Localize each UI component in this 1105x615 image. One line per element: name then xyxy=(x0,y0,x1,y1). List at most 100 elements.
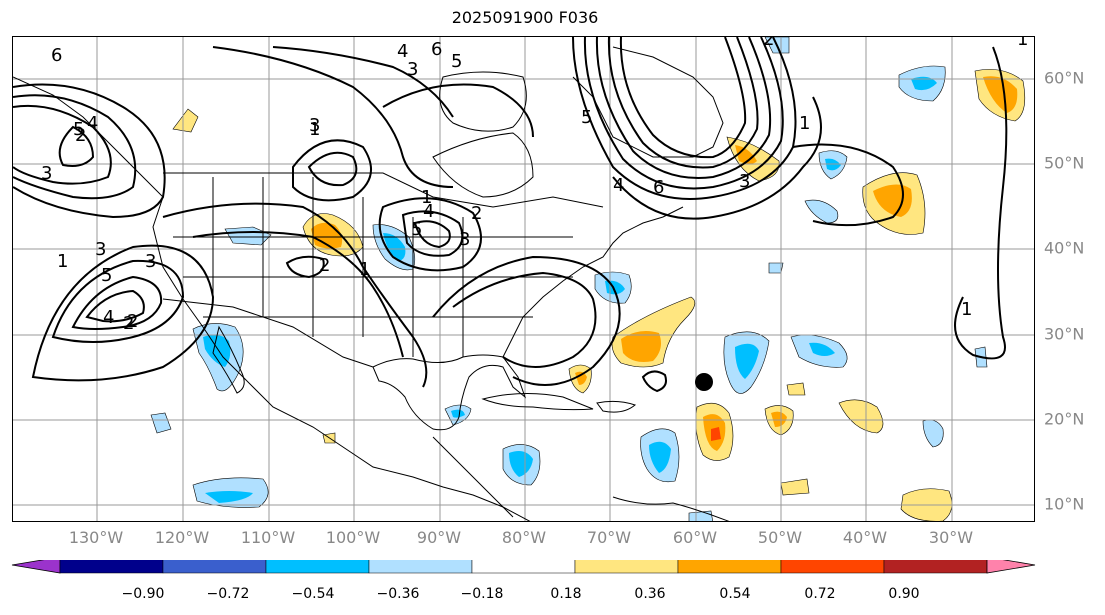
lat-label: 60°N xyxy=(1044,68,1085,88)
contour-label: 1 xyxy=(961,299,972,320)
contour-label: 4 xyxy=(613,175,624,196)
contour-pacific-high-3 xyxy=(71,275,163,330)
lon-label: 40°W xyxy=(842,528,888,547)
mexico-us-border xyxy=(162,298,374,368)
lat-label: 10°N xyxy=(1044,494,1085,514)
contour-label: 1 xyxy=(359,259,370,280)
contour-label: 1 xyxy=(57,251,68,272)
contour-label: 5 xyxy=(581,107,592,128)
shade-great-lakes-cool-core xyxy=(383,233,406,261)
graticule xyxy=(13,37,1034,521)
colorbar-label: 0.18 xyxy=(550,586,582,602)
contour-alaska-4 xyxy=(58,125,95,167)
shade-east-cool-3 xyxy=(922,419,944,448)
contour-atlantic-1 xyxy=(792,143,904,227)
shade-atlantic-warm-2-core xyxy=(771,411,787,427)
colorbar-label: 0.54 xyxy=(719,586,751,602)
contour-label: 2 xyxy=(319,255,330,276)
shade-iceland-cool-core xyxy=(911,76,937,91)
contour-label-group: 6 5 4 3 2 1 6 5 4 3 3 2 1 3 5 4 3 2 1 5 xyxy=(41,37,1028,334)
contour-labrador-4 xyxy=(607,37,759,169)
colorbar-label: −0.36 xyxy=(376,586,420,602)
shade-atlantic-cool-1-core xyxy=(735,343,759,379)
contour-label: 5 xyxy=(101,265,112,286)
colorbar-label: 0.90 xyxy=(888,586,920,602)
shade-north-atlantic-cool-2 xyxy=(804,199,839,224)
lat-label: 40°N xyxy=(1044,238,1085,258)
colorbar-segments xyxy=(59,560,988,574)
gulf-coast xyxy=(372,354,527,431)
contour-label: 2 xyxy=(127,311,138,332)
colorbar-over-arrow xyxy=(986,560,1036,574)
contour-plains-trough-1 xyxy=(162,202,428,388)
lon-label: 60°W xyxy=(672,528,718,547)
contour-label: 3 xyxy=(739,171,750,192)
shade-pacific-small-cool xyxy=(150,412,172,434)
colorbar-under-arrow xyxy=(11,560,61,574)
chart-title: 2025091900 F036 xyxy=(451,8,599,27)
shade-rockies-cool xyxy=(224,226,272,246)
shade-caribbean-cool-1-core xyxy=(649,441,671,473)
contour-alaska-3 xyxy=(13,104,112,185)
contour-alaska-2 xyxy=(13,94,137,200)
contour-east-ridge-1 xyxy=(432,255,621,386)
contour-newfoundland-1 xyxy=(612,96,822,220)
contour-labrador-3 xyxy=(595,37,772,179)
contour-label: 3 xyxy=(309,115,320,136)
shade-bahamas-warm-core xyxy=(575,371,587,385)
lon-label: 50°W xyxy=(757,528,803,547)
contour-canada-2 xyxy=(272,46,454,118)
lon-label: 30°W xyxy=(928,528,974,547)
lon-label: 90°W xyxy=(416,528,462,547)
colorbar-segment xyxy=(59,560,164,574)
contour-label: 3 xyxy=(41,163,52,184)
colorbar-segment xyxy=(265,560,370,574)
contour-label: 5 xyxy=(411,219,422,240)
contour-lines xyxy=(13,37,1008,393)
contour-label: 2 xyxy=(75,125,86,146)
contour-midwest-low-1 xyxy=(292,139,372,202)
contour-label: 3 xyxy=(407,59,418,80)
contour-pacific-high-1 xyxy=(31,244,215,382)
contour-midwest-low-2 xyxy=(307,151,358,187)
lon-label: 130°W xyxy=(68,528,124,547)
contour-label: 5 xyxy=(73,119,84,140)
contour-label: 1 xyxy=(421,187,432,208)
shade-east-warm-core xyxy=(983,76,1018,113)
colorbar-label: −0.54 xyxy=(291,586,335,602)
contour-label: 3 xyxy=(145,251,156,272)
hudson-bay xyxy=(439,71,527,132)
greenland-labrador xyxy=(572,46,724,158)
colorbar-segment xyxy=(780,560,885,574)
contour-pacific-high-4 xyxy=(85,289,145,323)
colorbar-segment xyxy=(883,560,988,574)
lat-label: 20°N xyxy=(1044,409,1085,429)
central-america xyxy=(432,436,514,518)
shade-caribbean-cool-2-core xyxy=(509,451,533,477)
contour-great-lakes-2 xyxy=(401,210,464,257)
contour-caribbean-1 xyxy=(641,370,667,393)
contour-east-ridge-2 xyxy=(452,271,597,368)
shade-small-warm-1 xyxy=(780,478,810,496)
map-canvas: 6 5 4 3 2 1 6 5 4 3 3 2 1 3 5 4 3 2 1 5 xyxy=(13,37,1034,521)
shade-greenland-warm-core xyxy=(735,145,757,164)
contour-labrador-2 xyxy=(583,37,784,190)
colorbar-label: −0.72 xyxy=(206,586,250,602)
contour-pacific-high-2 xyxy=(51,259,185,343)
contour-alaska-1 xyxy=(13,83,166,219)
shade-pacific-nw xyxy=(172,108,199,133)
colorbar-segment xyxy=(368,560,473,574)
shade-small-cool-south xyxy=(688,510,713,521)
south-america-coast xyxy=(612,496,730,521)
contour-great-lakes-1 xyxy=(378,197,482,272)
shade-atlantic-cool-2-core xyxy=(809,342,835,356)
contour-label: 1 xyxy=(799,113,810,134)
contour-label: 6 xyxy=(653,177,664,198)
contour-plains-trough-2 xyxy=(192,231,404,358)
contour-label: 1 xyxy=(309,119,320,140)
colorbar-segment xyxy=(471,560,576,574)
contour-canada-3 xyxy=(382,83,534,138)
contour-label: 2 xyxy=(471,203,482,224)
coastlines xyxy=(13,46,730,521)
hispaniola xyxy=(596,400,637,413)
